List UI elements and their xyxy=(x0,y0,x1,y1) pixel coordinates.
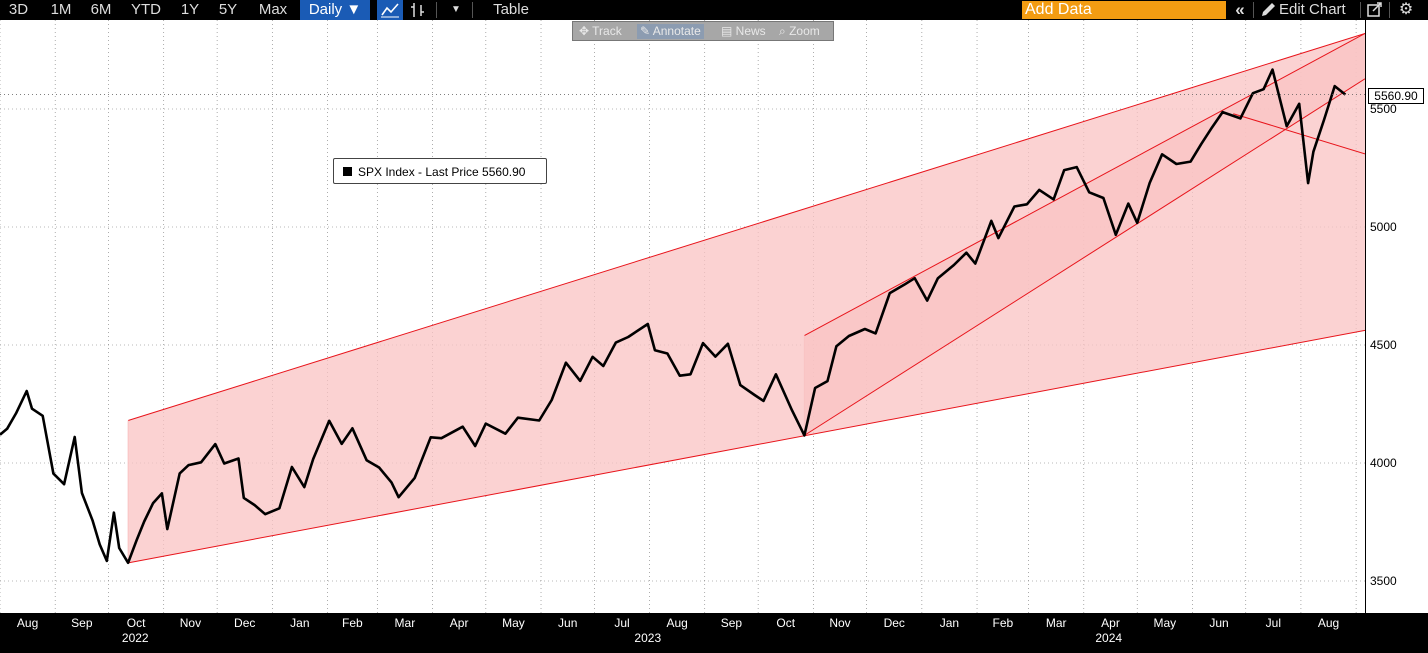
price-chart[interactable] xyxy=(0,20,1366,613)
x-tick-label: Sep xyxy=(720,616,743,630)
channel-1-lower xyxy=(128,329,1366,564)
x-tick-label: Jul xyxy=(1265,616,1282,630)
x-year-label: 2024 xyxy=(1095,631,1123,645)
y-tick-label: 5000 xyxy=(1370,220,1397,234)
edit-chart-button[interactable]: Edit Chart xyxy=(1279,1,1346,18)
trendline xyxy=(1233,113,1366,155)
x-tick-label: May xyxy=(1153,616,1177,630)
y-tick-label: 5500 xyxy=(1370,102,1397,116)
annotate-tool[interactable]: ✎ Annotate xyxy=(637,24,704,39)
x-tick-label: Dec xyxy=(883,616,905,630)
x-tick-label: Feb xyxy=(342,616,363,630)
x-tick-label: Nov xyxy=(179,616,202,630)
zoom-tool[interactable]: ⌕ Zoom xyxy=(779,24,820,38)
x-tick-label: Apr xyxy=(1101,616,1120,630)
x-tick-label: Apr xyxy=(449,616,469,630)
news-tool[interactable]: ▤ News xyxy=(721,24,766,38)
legend-swatch xyxy=(343,167,352,176)
range-3d-button[interactable]: 3D xyxy=(8,1,29,18)
x-tick-label: Jun xyxy=(558,616,578,630)
y-tick-label: 3500 xyxy=(1370,574,1397,588)
gear-icon[interactable]: ⚙ xyxy=(1398,1,1414,18)
chart-mini-toolbar: ✥ Track ✎ Annotate ▤ News ⌕ Zoom xyxy=(572,21,834,41)
chart-legend[interactable]: SPX Index - Last Price 5560.90 xyxy=(333,158,547,184)
add-data-input[interactable]: Add Data xyxy=(1022,1,1226,19)
toolbar: 3D 1M 6M YTD 1Y 5Y Max Daily ▼ ▼ Table A… xyxy=(0,0,1428,20)
y-axis: 5500 5000 4500 4000 3500 xyxy=(1365,20,1428,613)
legend-label: SPX Index - Last Price 5560.90 xyxy=(358,165,526,179)
y-tick-label: 4000 xyxy=(1370,456,1397,470)
x-tick-label: Mar xyxy=(1045,616,1067,630)
range-ytd-button[interactable]: YTD xyxy=(131,1,161,18)
x-tick-label: Jul xyxy=(614,616,630,630)
pencil-icon[interactable] xyxy=(1258,0,1278,20)
range-6m-button[interactable]: 6M xyxy=(90,1,112,18)
x-axis: Aug Sep Oct Nov Dec Jan Feb Mar Apr May Jun Jul Aug S… xyxy=(0,613,1428,653)
channel-2-lower xyxy=(804,78,1366,436)
x-tick-label: Aug xyxy=(16,616,39,630)
y-tick-label: 4500 xyxy=(1370,338,1397,352)
frequency-dropdown[interactable]: Daily ▼ xyxy=(300,0,370,20)
last-price-tag: 5560.90 xyxy=(1368,88,1424,104)
x-tick-label: Nov xyxy=(829,616,851,630)
line-chart-icon[interactable] xyxy=(377,0,403,20)
x-year-label: 2023 xyxy=(634,631,662,645)
chart-area[interactable] xyxy=(0,20,1366,613)
x-tick-label: Oct xyxy=(776,616,796,630)
x-tick-label: Jan xyxy=(290,616,310,630)
channel-2-fill xyxy=(804,33,1365,436)
bar-style-icon[interactable] xyxy=(405,0,431,20)
range-1y-button[interactable]: 1Y xyxy=(180,1,200,18)
x-tick-label: Sep xyxy=(71,616,93,630)
x-tick-label: Mar xyxy=(394,616,416,630)
x-tick-label: Dec xyxy=(234,616,256,630)
x-tick-label: Feb xyxy=(992,616,1014,630)
channel-1-fill xyxy=(128,33,1365,563)
collapse-icon[interactable]: « xyxy=(1235,0,1245,19)
x-tick-label: Jan xyxy=(939,616,960,630)
track-tool[interactable]: ✥ Track xyxy=(579,24,622,38)
x-year-label: 2022 xyxy=(121,631,149,645)
range-max-button[interactable]: Max xyxy=(258,1,288,18)
x-tick-label: Aug xyxy=(666,616,688,630)
dropdown-caret-icon[interactable]: ▼ xyxy=(451,4,461,15)
x-tick-label: Aug xyxy=(1317,616,1340,630)
range-1m-button[interactable]: 1M xyxy=(50,1,72,18)
x-tick-label: Jun xyxy=(1209,616,1229,630)
price-line xyxy=(0,68,1347,565)
channel-1-upper xyxy=(127,33,1366,421)
popout-icon[interactable] xyxy=(1364,0,1386,20)
table-button[interactable]: Table xyxy=(493,1,529,18)
x-tick-label: Oct xyxy=(126,616,146,630)
x-tick-label: May xyxy=(502,616,525,630)
range-5y-button[interactable]: 5Y xyxy=(218,1,238,18)
